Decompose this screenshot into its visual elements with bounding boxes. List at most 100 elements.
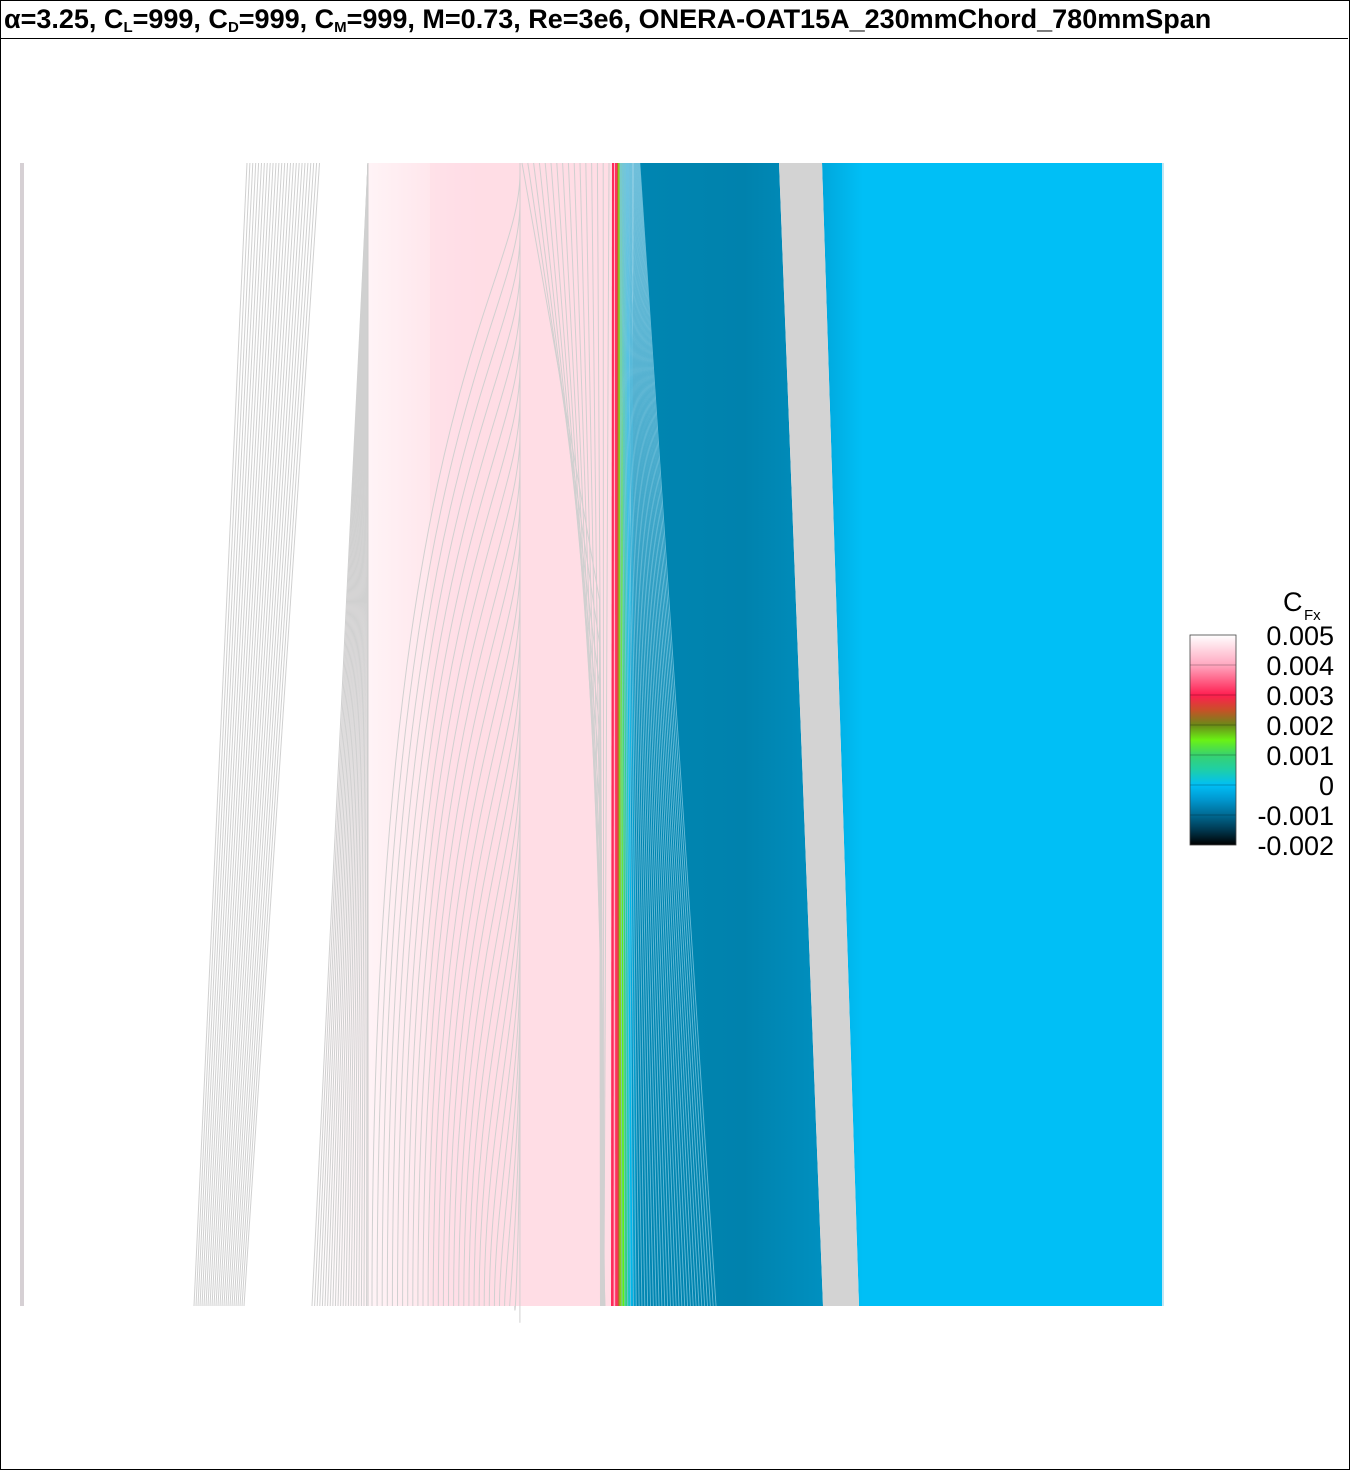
colorbar-tick-label: 0.004 (1266, 651, 1334, 681)
colorbar-label-subscript: Fx (1304, 607, 1321, 624)
contour-line (623, 162, 640, 1307)
contour-line (205, 162, 265, 1307)
contour-line (225, 162, 294, 1307)
colorbar-bar (1190, 635, 1236, 845)
contour-line (381, 163, 521, 1307)
contour-line (635, 162, 700, 1307)
contour-line (627, 162, 660, 1307)
contour-line (635, 162, 697, 1307)
contour-line (227, 162, 297, 1307)
contour-line (229, 162, 300, 1307)
contour-line (625, 162, 651, 1307)
contour-line (213, 162, 277, 1307)
contour-line (634, 162, 694, 1307)
colorbar-tick-label: 0.001 (1266, 741, 1334, 771)
colorbar-tick-label: 0.005 (1266, 621, 1334, 651)
colorbar-tick-label: 0.003 (1266, 681, 1334, 711)
figure-title: α=3.25, CL=999, CD=999, CM=999, M=0.73, … (0, 0, 1348, 39)
contour-line (626, 162, 654, 1307)
contour-line (201, 162, 260, 1307)
colorbar-label: C (1283, 587, 1303, 617)
contour-line (239, 162, 315, 1307)
contour-line (195, 162, 251, 1307)
contour-line (488, 163, 521, 1307)
contour-line (630, 162, 674, 1307)
contour-line (223, 162, 291, 1307)
contour-line (203, 162, 262, 1307)
freestream-cfx-region (822, 163, 1163, 1306)
domain-left-edge (20, 163, 24, 1306)
contour-line (633, 162, 688, 1307)
contour-line (621, 162, 631, 1307)
contour-line (458, 163, 521, 1307)
contour-line (209, 162, 271, 1307)
domain-right-edge (1162, 163, 1164, 1306)
contour-line (217, 162, 283, 1307)
contour-line (211, 162, 274, 1307)
contour-line (376, 163, 521, 1307)
contour-line (219, 162, 286, 1307)
contour-line (633, 162, 691, 1307)
contour-line (631, 162, 680, 1307)
negative-cfx-region (626, 163, 823, 1306)
colorbar-tick-label: 0 (1319, 771, 1334, 801)
contour-line (478, 163, 521, 1307)
contour-line (627, 162, 663, 1307)
contour-line (463, 163, 521, 1307)
contour-line (397, 163, 521, 1307)
contour-line (630, 162, 677, 1307)
contour-line (417, 163, 521, 1307)
contour-line (624, 162, 649, 1307)
contour-line (215, 162, 280, 1307)
contour-line (621, 162, 634, 1307)
contour-line (412, 163, 521, 1307)
contour-line (619, 162, 623, 1307)
contour-line (603, 1274, 606, 1307)
colorbar-tick-label: 0.002 (1266, 711, 1334, 741)
contour-line (632, 162, 686, 1307)
contour-line (579, 162, 603, 1051)
cm-value: =999, M=0.73, Re=3e6, ONERA-OAT15A_230mm… (346, 4, 1212, 34)
contour-line (432, 163, 521, 1307)
cm-subscript: M (334, 19, 347, 36)
contour-field (20, 162, 1164, 1323)
colorbar-outline (1189, 634, 1237, 846)
alpha-value: =3.25, C (20, 4, 124, 34)
contour-line (629, 162, 669, 1307)
contour-line (221, 162, 289, 1307)
contour-line (638, 162, 711, 1307)
cd-subscript: D (227, 19, 239, 36)
contour-line (233, 162, 306, 1307)
contour-line (468, 163, 521, 1307)
contour-line (193, 162, 248, 1307)
contour-line (207, 162, 268, 1307)
colorbar-tick-label: -0.001 (1257, 801, 1334, 831)
contour-line (596, 162, 604, 1186)
contour-line (241, 162, 318, 1307)
contour-line (591, 162, 604, 1141)
contour-line (427, 163, 521, 1307)
alpha-symbol: α (4, 4, 21, 34)
cl-value: =999, C (132, 4, 228, 34)
contour-line (199, 162, 257, 1307)
contour-line (626, 162, 657, 1307)
cl-subscript: L (123, 19, 133, 36)
contour-line (235, 162, 309, 1307)
contour-line (636, 162, 703, 1307)
contour-line (628, 162, 666, 1307)
contour-line (620, 162, 626, 1307)
contour-line (402, 163, 521, 1307)
contour-line (422, 163, 521, 1307)
contour-line (636, 162, 706, 1307)
contour-line (623, 162, 643, 1307)
colorbar-tick-label: -0.002 (1257, 831, 1334, 861)
contour-line (629, 162, 671, 1307)
contour-line (197, 162, 254, 1307)
contour-line (639, 162, 717, 1307)
contour-line (448, 163, 521, 1307)
contour-line (437, 163, 521, 1307)
contour-line (637, 162, 708, 1307)
contour-line (243, 162, 320, 1307)
contour-line (603, 162, 610, 1276)
